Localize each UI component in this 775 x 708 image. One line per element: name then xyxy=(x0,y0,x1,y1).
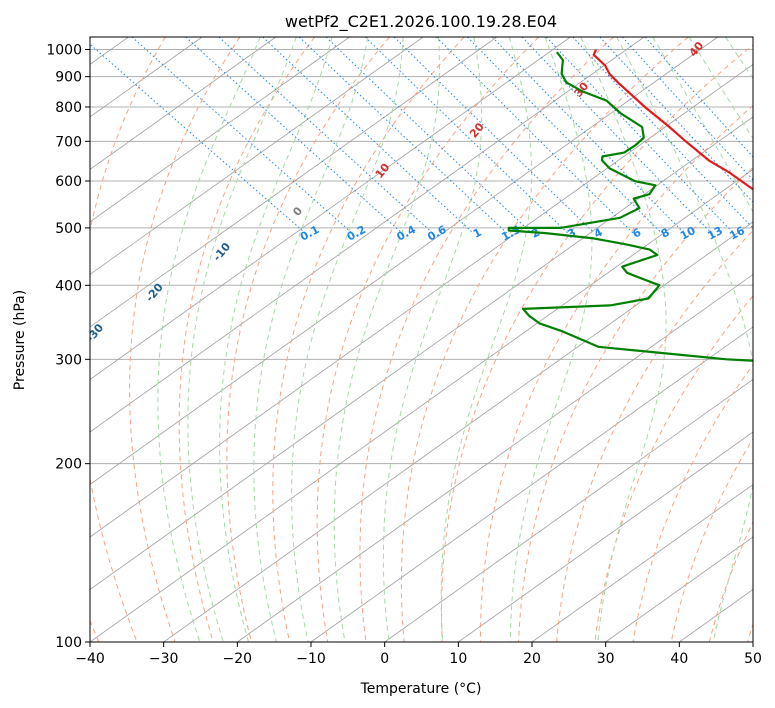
isotherm-line xyxy=(310,326,753,642)
y-tick-label: 400 xyxy=(55,278,82,294)
plot-background xyxy=(90,37,753,642)
moist-adiabat-line xyxy=(510,37,593,642)
x-tick-label: −20 xyxy=(223,651,253,667)
temperature-line xyxy=(592,49,753,191)
moist-adiabat-line xyxy=(440,37,533,642)
dry-adiabat-line xyxy=(272,37,465,642)
x-tick-label: 0 xyxy=(380,651,389,667)
x-tick-label: −40 xyxy=(75,651,105,667)
mixing-ratio-line xyxy=(185,37,403,234)
mixing-ratio-line xyxy=(298,37,508,234)
dry-adiabat-line xyxy=(129,37,241,642)
y-tick-label: 200 xyxy=(55,457,82,473)
mixing-ratio-line xyxy=(467,37,662,234)
mixing-ratio-line xyxy=(622,37,753,181)
isotherm-line xyxy=(90,168,753,642)
x-tick-label: 40 xyxy=(670,651,688,667)
mixing-ratio-line xyxy=(90,43,306,234)
mixing-ratio-line xyxy=(599,37,753,203)
dry-adiabat-line xyxy=(0,37,61,642)
dry-adiabat-line xyxy=(441,44,753,642)
x-tick-label: −30 xyxy=(149,651,179,667)
y-tick-label: 700 xyxy=(55,134,82,150)
moist-adiabat-line xyxy=(652,37,753,213)
y-tick-label: 800 xyxy=(55,100,82,116)
x-tick-label: 20 xyxy=(523,651,541,667)
isotherm-line xyxy=(90,37,571,380)
moist-adiabat-line xyxy=(382,37,483,642)
isotherm-line xyxy=(90,37,645,433)
isotherm-line xyxy=(384,378,753,642)
moist-adiabat-line xyxy=(253,37,369,642)
dewpoint-line xyxy=(507,51,753,362)
dry-adiabat-line xyxy=(316,37,540,642)
mixing-ratio-line xyxy=(491,37,685,234)
plot-frame xyxy=(89,36,754,643)
mixing-ratio-line xyxy=(262,37,474,234)
axis-layer: −40 −30 −20 −10 0 10 20 30 40 50 1000 900 800 700 600 5… xyxy=(46,43,762,667)
y-tick-label: 900 xyxy=(55,70,82,86)
moist-adiabat-line xyxy=(157,37,261,642)
dry-adiabat-line xyxy=(178,37,316,642)
dry-adiabat-line xyxy=(359,37,614,642)
dry-adiabat-line xyxy=(518,166,753,642)
x-tick-label: 10 xyxy=(449,651,467,667)
series-layer xyxy=(507,49,753,362)
mixing-ratio-label: 16 xyxy=(727,224,747,243)
y-tick-label: 300 xyxy=(55,352,82,368)
isotherm-line xyxy=(90,37,277,170)
dry-adiabat-line xyxy=(479,104,753,642)
x-tick-label: 30 xyxy=(597,651,615,667)
moist-adiabat-line xyxy=(333,37,440,642)
dry-adiabat-line xyxy=(226,37,390,642)
moist-adiabat-line xyxy=(580,37,667,642)
isotherm-line xyxy=(531,483,753,642)
isotherm-line xyxy=(90,37,498,328)
moist-adiabat-line xyxy=(219,37,333,642)
isotherm-line xyxy=(458,431,753,642)
x-tick-label: 50 xyxy=(744,651,762,667)
chart-title: wetPf2_C2E1.2026.100.19.28.E04 xyxy=(285,12,557,32)
grid-layer: 0.1 0.2 0.4 0.6 1 1.5 2 3 4 6 8 10 13 16-30-20-100102… xyxy=(0,37,753,642)
isotherm-line xyxy=(90,37,350,223)
dry-adiabat-line xyxy=(90,37,166,642)
x-tick-label: −10 xyxy=(296,651,326,667)
mixing-ratio-line xyxy=(436,37,634,234)
isotherm-line xyxy=(163,221,753,642)
mixing-ratio-line xyxy=(644,37,753,158)
y-axis-label: Pressure (hPa) xyxy=(12,290,28,390)
isotherm-line xyxy=(90,37,719,485)
mixing-ratio-label: 10 xyxy=(678,224,698,243)
moist-adiabat-line xyxy=(688,37,753,140)
mixing-ratio-line xyxy=(572,37,753,229)
dry-adiabat-line xyxy=(90,37,100,642)
moist-adiabat-line xyxy=(187,37,297,642)
mixing-ratio-line xyxy=(364,37,569,234)
mixing-ratio-line xyxy=(521,37,712,234)
x-axis-label: Temperature (°C) xyxy=(360,681,482,697)
isotherm-line xyxy=(90,37,424,275)
y-tick-label: 500 xyxy=(55,221,82,237)
mixing-ratio-line xyxy=(545,37,734,234)
isotherm-line xyxy=(752,641,753,642)
y-tick-label: 100 xyxy=(55,635,82,651)
isotherm-line xyxy=(605,536,753,642)
isotherm-line xyxy=(90,63,753,538)
y-tick-label: 1000 xyxy=(46,43,82,59)
y-tick-label: 600 xyxy=(55,174,82,190)
isotherm-line xyxy=(237,273,753,642)
mixing-ratio-label: 13 xyxy=(705,224,725,243)
isotherm-line xyxy=(90,116,753,590)
